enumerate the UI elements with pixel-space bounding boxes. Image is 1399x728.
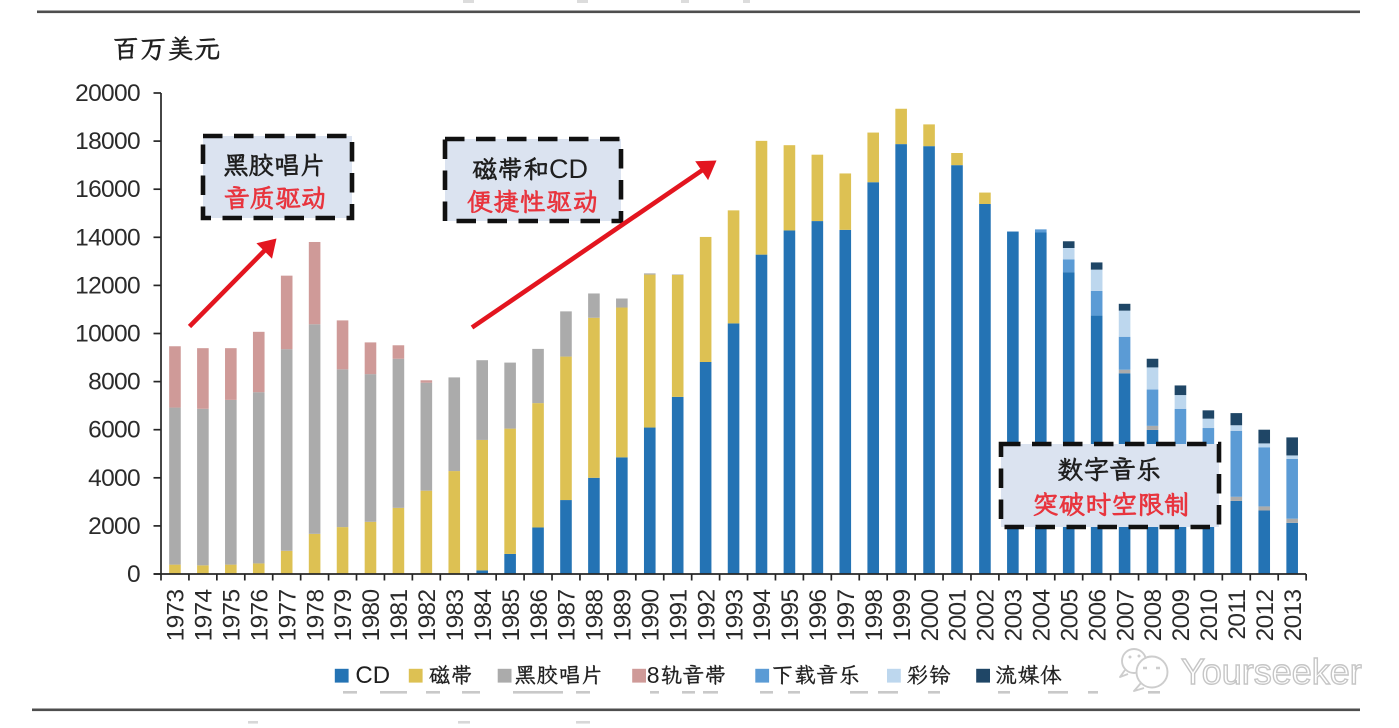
svg-text:18000: 18000 bbox=[75, 128, 140, 155]
svg-text:CD: CD bbox=[549, 154, 588, 184]
svg-text:1978: 1978 bbox=[302, 589, 329, 641]
svg-text:1979: 1979 bbox=[330, 589, 357, 641]
svg-text:2008: 2008 bbox=[1140, 589, 1167, 641]
svg-text:20000: 20000 bbox=[75, 80, 140, 107]
svg-text:1987: 1987 bbox=[554, 589, 581, 641]
svg-text:1988: 1988 bbox=[582, 589, 609, 641]
svg-text:1976: 1976 bbox=[246, 589, 273, 641]
svg-text:1995: 1995 bbox=[777, 589, 804, 641]
svg-text:1986: 1986 bbox=[526, 589, 553, 641]
svg-text:1973: 1973 bbox=[163, 589, 190, 641]
svg-text:1990: 1990 bbox=[637, 589, 664, 641]
svg-text:10000: 10000 bbox=[75, 321, 140, 348]
svg-text:2001: 2001 bbox=[945, 589, 972, 641]
svg-text:1977: 1977 bbox=[274, 589, 301, 641]
svg-text:1996: 1996 bbox=[805, 589, 832, 641]
svg-text:1993: 1993 bbox=[721, 589, 748, 641]
svg-text:CD: CD bbox=[355, 662, 390, 689]
svg-text:1994: 1994 bbox=[749, 589, 776, 641]
svg-text:1998: 1998 bbox=[861, 589, 888, 641]
svg-text:1975: 1975 bbox=[219, 589, 246, 641]
svg-text:2003: 2003 bbox=[1001, 589, 1028, 641]
svg-text:2009: 2009 bbox=[1168, 589, 1195, 641]
svg-text:0: 0 bbox=[127, 561, 140, 588]
svg-text:1989: 1989 bbox=[610, 589, 637, 641]
svg-text:2010: 2010 bbox=[1196, 589, 1223, 641]
svg-text:2005: 2005 bbox=[1056, 589, 1083, 641]
svg-text:16000: 16000 bbox=[75, 176, 140, 203]
svg-text:2012: 2012 bbox=[1252, 589, 1279, 641]
svg-text:2002: 2002 bbox=[973, 589, 1000, 641]
svg-text:14000: 14000 bbox=[75, 224, 140, 251]
svg-text:2013: 2013 bbox=[1280, 589, 1307, 641]
svg-text:2000: 2000 bbox=[917, 589, 944, 641]
svg-text:1982: 1982 bbox=[414, 589, 441, 641]
svg-text:1999: 1999 bbox=[889, 589, 916, 641]
svg-text:2006: 2006 bbox=[1084, 589, 1111, 641]
svg-text:1997: 1997 bbox=[833, 589, 860, 641]
svg-text:Yourseeker: Yourseeker bbox=[1181, 651, 1362, 692]
svg-text:1983: 1983 bbox=[442, 589, 469, 641]
svg-text:1985: 1985 bbox=[498, 589, 525, 641]
svg-text:6000: 6000 bbox=[88, 417, 140, 444]
svg-text:2004: 2004 bbox=[1029, 589, 1056, 641]
svg-text:1974: 1974 bbox=[191, 589, 218, 641]
svg-text:1991: 1991 bbox=[665, 589, 692, 641]
svg-text:1980: 1980 bbox=[358, 589, 385, 641]
svg-text:4000: 4000 bbox=[88, 465, 140, 492]
svg-text:1984: 1984 bbox=[470, 589, 497, 641]
svg-text:8000: 8000 bbox=[88, 369, 140, 396]
svg-text:1981: 1981 bbox=[386, 589, 413, 641]
svg-text:8: 8 bbox=[647, 662, 660, 688]
svg-text:12000: 12000 bbox=[75, 272, 140, 299]
svg-text:2000: 2000 bbox=[88, 513, 140, 540]
svg-text:1992: 1992 bbox=[693, 589, 720, 641]
svg-text:2007: 2007 bbox=[1112, 589, 1139, 641]
svg-text:2011: 2011 bbox=[1224, 589, 1251, 639]
